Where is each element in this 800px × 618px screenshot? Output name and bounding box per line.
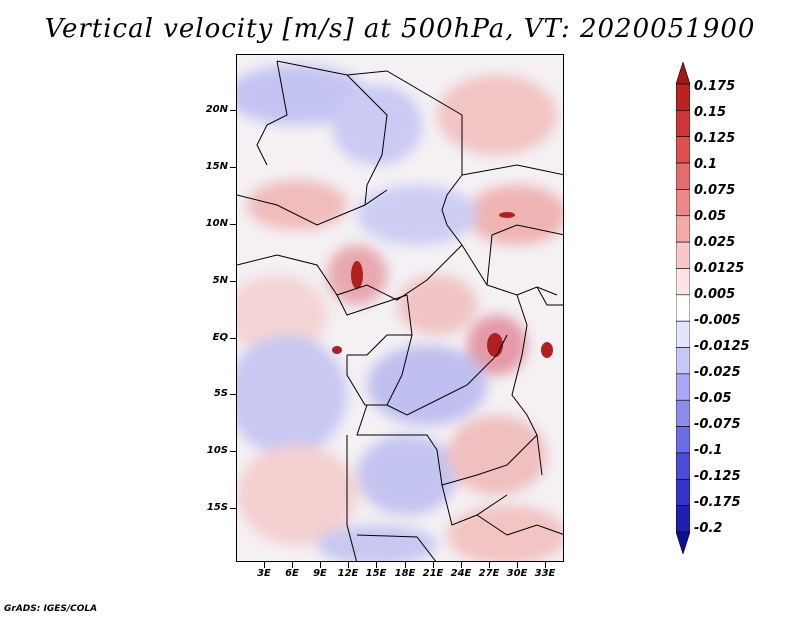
colorbar-label-8: 0.005 — [694, 287, 736, 302]
colorbar-segment-17 — [676, 505, 690, 533]
colorbar-segment-9 — [676, 294, 690, 322]
tick-18e — [405, 562, 406, 568]
tick-30e — [517, 562, 518, 568]
lat-label-5s: 5S — [213, 388, 228, 399]
colorbar-label-6: 0.025 — [694, 235, 736, 250]
lat-label-eq: EQ — [212, 332, 228, 343]
colorbar-segment-6 — [676, 215, 690, 243]
colorbar-segment-10 — [676, 320, 690, 348]
colorbar-label-3: 0.1 — [694, 157, 718, 172]
lon-label-6e: 6E — [285, 568, 299, 579]
lon-label-33e: 33E — [534, 568, 556, 579]
lat-label-20n: 20N — [205, 104, 228, 115]
colorbar-segment-5 — [676, 189, 690, 217]
velocity-field-patches — [237, 65, 563, 561]
colorbar-label-1: 0.15 — [694, 105, 727, 120]
lat-label-15n: 15N — [205, 161, 228, 172]
colorbar-segment-15 — [676, 452, 690, 480]
colorbar-label-13: -0.075 — [694, 417, 741, 432]
colorbar-segment-7 — [676, 241, 690, 269]
colorbar-label-10: -0.0125 — [694, 339, 750, 354]
tick-10n — [230, 224, 236, 225]
velocity-field — [237, 60, 563, 561]
colorbar-label-12: -0.05 — [694, 391, 732, 406]
tick-27e — [489, 562, 490, 568]
colorbar — [676, 62, 690, 554]
colorbar-label-0: 0.175 — [694, 79, 736, 94]
colorbar-segment-16 — [676, 478, 690, 506]
tick-15n — [230, 167, 236, 168]
tick-21e — [433, 562, 434, 568]
tick-5s — [230, 394, 236, 395]
velocity-map — [236, 54, 564, 562]
lon-label-12e: 12E — [337, 568, 359, 579]
tick-15s — [230, 508, 236, 509]
tick-24e — [461, 562, 462, 568]
tick-eq — [230, 338, 236, 339]
lat-label-10n: 10N — [205, 218, 228, 229]
tick-33e — [545, 562, 546, 568]
colorbar-label-9: -0.005 — [694, 313, 741, 328]
lon-label-24e: 24E — [450, 568, 472, 579]
colorbar-label-17: -0.2 — [694, 521, 723, 536]
tick-5n — [230, 281, 236, 282]
colorbar-segment-1 — [676, 83, 690, 111]
colorbar-segment-2 — [676, 110, 690, 138]
lat-label-5n: 5N — [212, 275, 228, 286]
colorbar-segment-11 — [676, 347, 690, 375]
colorbar-label-5: 0.05 — [694, 209, 727, 224]
tick-9e — [320, 562, 321, 568]
colorbar-segment-3 — [676, 136, 690, 164]
colorbar-segment-18 — [676, 531, 690, 554]
lon-label-3e: 3E — [257, 568, 271, 579]
tick-20n — [230, 110, 236, 111]
colorbar-label-11: -0.025 — [694, 365, 741, 380]
tick-3e — [264, 562, 265, 568]
colorbar-label-2: 0.125 — [694, 131, 736, 146]
map-title: Vertical velocity [m/s] at 500hPa, VT: 2… — [44, 14, 756, 44]
lon-label-9e: 9E — [313, 568, 327, 579]
lon-label-30e: 30E — [506, 568, 528, 579]
colorbar-segment-12 — [676, 373, 690, 401]
lon-label-15e: 15E — [365, 568, 387, 579]
tick-15e — [376, 562, 377, 568]
grads-credit: GrADS: IGES/COLA — [4, 604, 98, 614]
colorbar-segment-14 — [676, 426, 690, 454]
colorbar-segment-13 — [676, 399, 690, 427]
colorbar-label-16: -0.175 — [694, 495, 741, 510]
lon-label-18e: 18E — [394, 568, 416, 579]
lat-label-10s: 10S — [206, 445, 228, 456]
colorbar-label-14: -0.1 — [694, 443, 723, 458]
tick-6e — [292, 562, 293, 568]
tick-10s — [230, 451, 236, 452]
lon-label-21e: 21E — [422, 568, 444, 579]
colorbar-segment-8 — [676, 268, 690, 296]
country-borders — [237, 60, 563, 561]
colorbar-segment-0 — [676, 62, 690, 85]
colorbar-label-4: 0.075 — [694, 183, 736, 198]
colorbar-label-15: -0.125 — [694, 469, 741, 484]
lon-label-27e: 27E — [478, 568, 500, 579]
lat-label-15s: 15S — [206, 502, 228, 513]
colorbar-segment-4 — [676, 162, 690, 190]
colorbar-label-7: 0.0125 — [694, 261, 745, 276]
tick-12e — [348, 562, 349, 568]
